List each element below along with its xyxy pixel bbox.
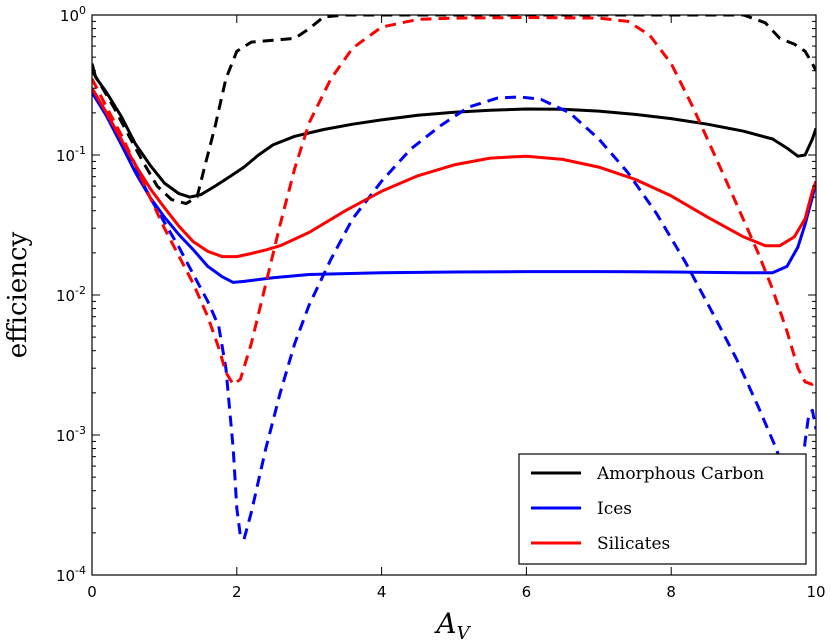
x-tick-label-1: 2	[232, 583, 242, 601]
x-tick-label-5: 10	[806, 583, 825, 601]
y-tick-label-0: 100	[60, 4, 86, 25]
x-tick-label-0: 0	[87, 583, 97, 601]
y-tick-label-2: 10-2	[56, 284, 86, 305]
series-layer	[92, 15, 816, 541]
y-axis-label: efficiency	[3, 231, 33, 358]
legend-label-1: Ices	[597, 499, 632, 519]
legend-label-2: Silicates	[597, 534, 670, 554]
series-line-1	[92, 15, 816, 206]
tick-labels-layer: 0 2 4 6 8 10 100 10-1 10-2 10-3 10-4	[56, 4, 826, 601]
x-axis-label-sub: V	[457, 623, 472, 642]
x-tick-label-2: 4	[377, 583, 387, 601]
x-axis-label-main: A	[433, 607, 456, 640]
legend: Amorphous Carbon Ices Silicates	[518, 453, 807, 565]
series-line-5	[92, 16, 816, 386]
series-line-4	[92, 87, 816, 259]
legend-label-0: Amorphous Carbon	[596, 464, 764, 484]
x-tick-label-4: 8	[666, 583, 676, 601]
y-tick-label-1: 10-1	[56, 144, 86, 165]
y-tick-label-3: 10-3	[56, 424, 86, 445]
ticks-layer	[91, 14, 817, 576]
series-line-0	[92, 63, 816, 199]
x-tick-label-3: 6	[522, 583, 532, 601]
x-axis-label: AV	[433, 607, 471, 642]
y-tick-label-4: 10-4	[56, 564, 86, 585]
